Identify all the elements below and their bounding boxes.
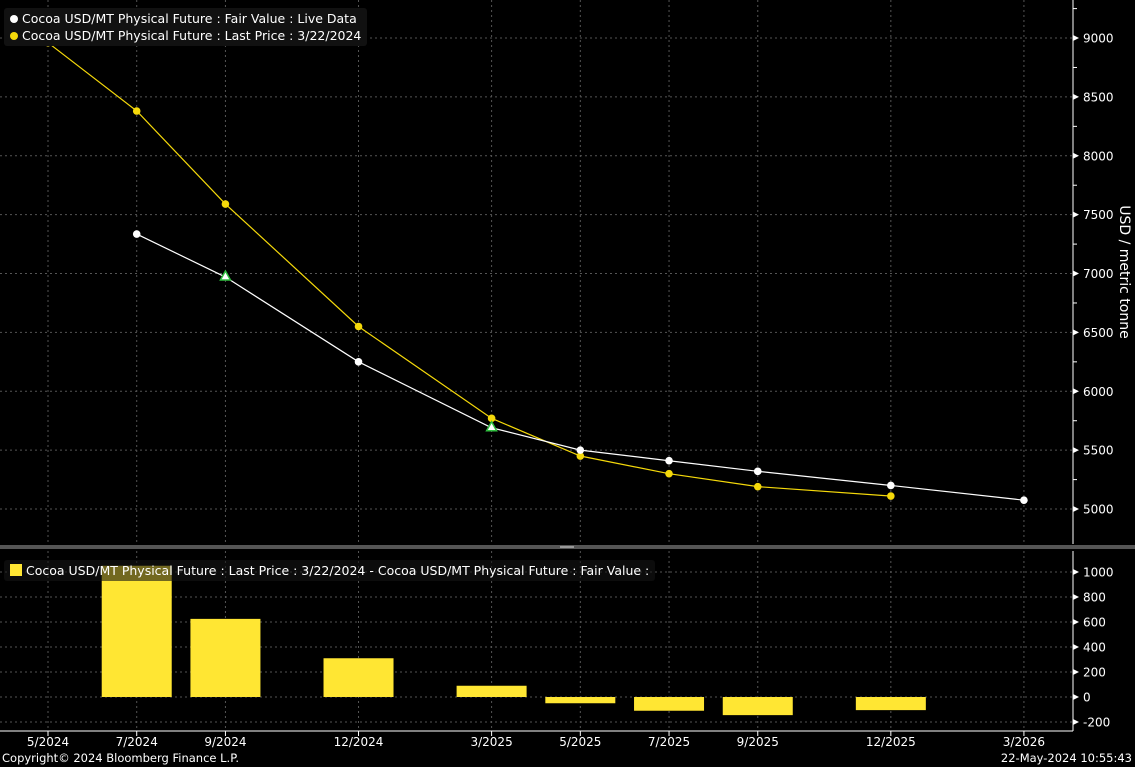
bar (545, 697, 616, 704)
bar (323, 658, 394, 697)
y-tick-marker (1073, 152, 1079, 159)
y-tick-marker (1073, 211, 1079, 218)
divider-handle (560, 546, 574, 548)
y-tick-marker (1073, 388, 1079, 395)
bar (456, 685, 527, 697)
y-tick-label: 0 (1083, 691, 1091, 705)
y-tick-label: 400 (1083, 641, 1106, 655)
bar (722, 697, 793, 716)
y-tick-label: 9000 (1083, 32, 1114, 46)
y-tick-label: -200 (1083, 716, 1110, 730)
legend-item-fair-value[interactable]: Cocoa USD/MT Physical Future : Fair Valu… (10, 10, 361, 27)
y-tick-label: 6500 (1083, 326, 1114, 340)
bar (190, 618, 261, 697)
data-point (887, 481, 895, 490)
y-tick-label: 7500 (1083, 208, 1114, 222)
data-point (753, 482, 762, 491)
y-tick-marker (1073, 35, 1079, 41)
x-tick-label: 9/2025 (737, 735, 779, 749)
bar (855, 697, 926, 711)
copyright: Copyright© 2024 Bloomberg Finance L.P. (2, 751, 239, 765)
data-point (221, 200, 230, 208)
data-point (487, 414, 496, 423)
legend-dot-yellow-icon (10, 32, 18, 40)
data-point (753, 467, 762, 476)
y-tick-marker (1073, 93, 1079, 100)
triangle-marker (485, 420, 498, 432)
data-point (1020, 496, 1028, 504)
y-tick-marker (1073, 506, 1079, 512)
x-tick-label: 7/2024 (116, 735, 158, 749)
y-tick-label: 6000 (1083, 385, 1114, 399)
series-line (47, 42, 891, 497)
y-tick-marker (1073, 669, 1079, 675)
y-tick-label: 5500 (1083, 444, 1114, 458)
data-point (354, 322, 363, 331)
data-point (665, 456, 673, 465)
y-tick-marker (1073, 719, 1079, 725)
x-tick-label: 5/2024 (27, 735, 69, 749)
x-tick-label: 3/2026 (1003, 735, 1045, 749)
y-tick-label: 8000 (1083, 149, 1114, 163)
data-point (576, 446, 585, 454)
y-tick-marker (1073, 644, 1079, 650)
data-point (132, 230, 141, 238)
legend-item-last-price[interactable]: Cocoa USD/MT Physical Future : Last Pric… (10, 27, 361, 44)
data-point (665, 469, 673, 478)
y-tick-marker (1073, 569, 1079, 575)
y-tick-label: 8500 (1083, 90, 1114, 104)
x-tick-label: 5/2025 (559, 735, 601, 749)
bottom-legend: Cocoa USD/MT Physical Future : Last Pric… (4, 560, 656, 581)
x-tick-label: 12/2025 (866, 735, 916, 749)
y-tick-marker (1073, 694, 1079, 700)
x-tick-label: 7/2025 (648, 735, 690, 749)
top-legend: Cocoa USD/MT Physical Future : Fair Valu… (4, 8, 368, 46)
y-tick-label: 200 (1083, 666, 1106, 680)
legend-item-difference[interactable]: Cocoa USD/MT Physical Future : Last Pric… (10, 562, 649, 579)
data-point (887, 492, 895, 500)
bar (634, 697, 705, 711)
y-tick-label: 1000 (1083, 566, 1114, 580)
x-tick-label: 3/2025 (470, 735, 512, 749)
y-tick-marker (1073, 447, 1079, 454)
y-tick-marker (1073, 594, 1079, 600)
data-point (354, 358, 363, 366)
y-tick-label: 800 (1083, 591, 1106, 605)
data-point (576, 452, 585, 460)
legend-dot-white-icon (10, 15, 18, 23)
y-tick-label: 5000 (1083, 503, 1114, 517)
y-tick-marker (1073, 329, 1079, 336)
y-tick-marker (1073, 270, 1079, 277)
triangle-marker (219, 269, 232, 281)
bar (101, 565, 172, 697)
y-tick-marker (1073, 619, 1079, 625)
y-tick-label: 600 (1083, 616, 1106, 630)
y-tick-label: 7000 (1083, 267, 1114, 281)
x-tick-label: 9/2024 (204, 735, 246, 749)
legend-square-icon (10, 564, 22, 576)
timestamp: 22-May-2024 10:55:43 (1000, 751, 1132, 765)
data-point (132, 107, 141, 115)
x-tick-label: 12/2024 (334, 735, 384, 749)
y-axis-label: USD / metric tonne (1116, 205, 1132, 338)
